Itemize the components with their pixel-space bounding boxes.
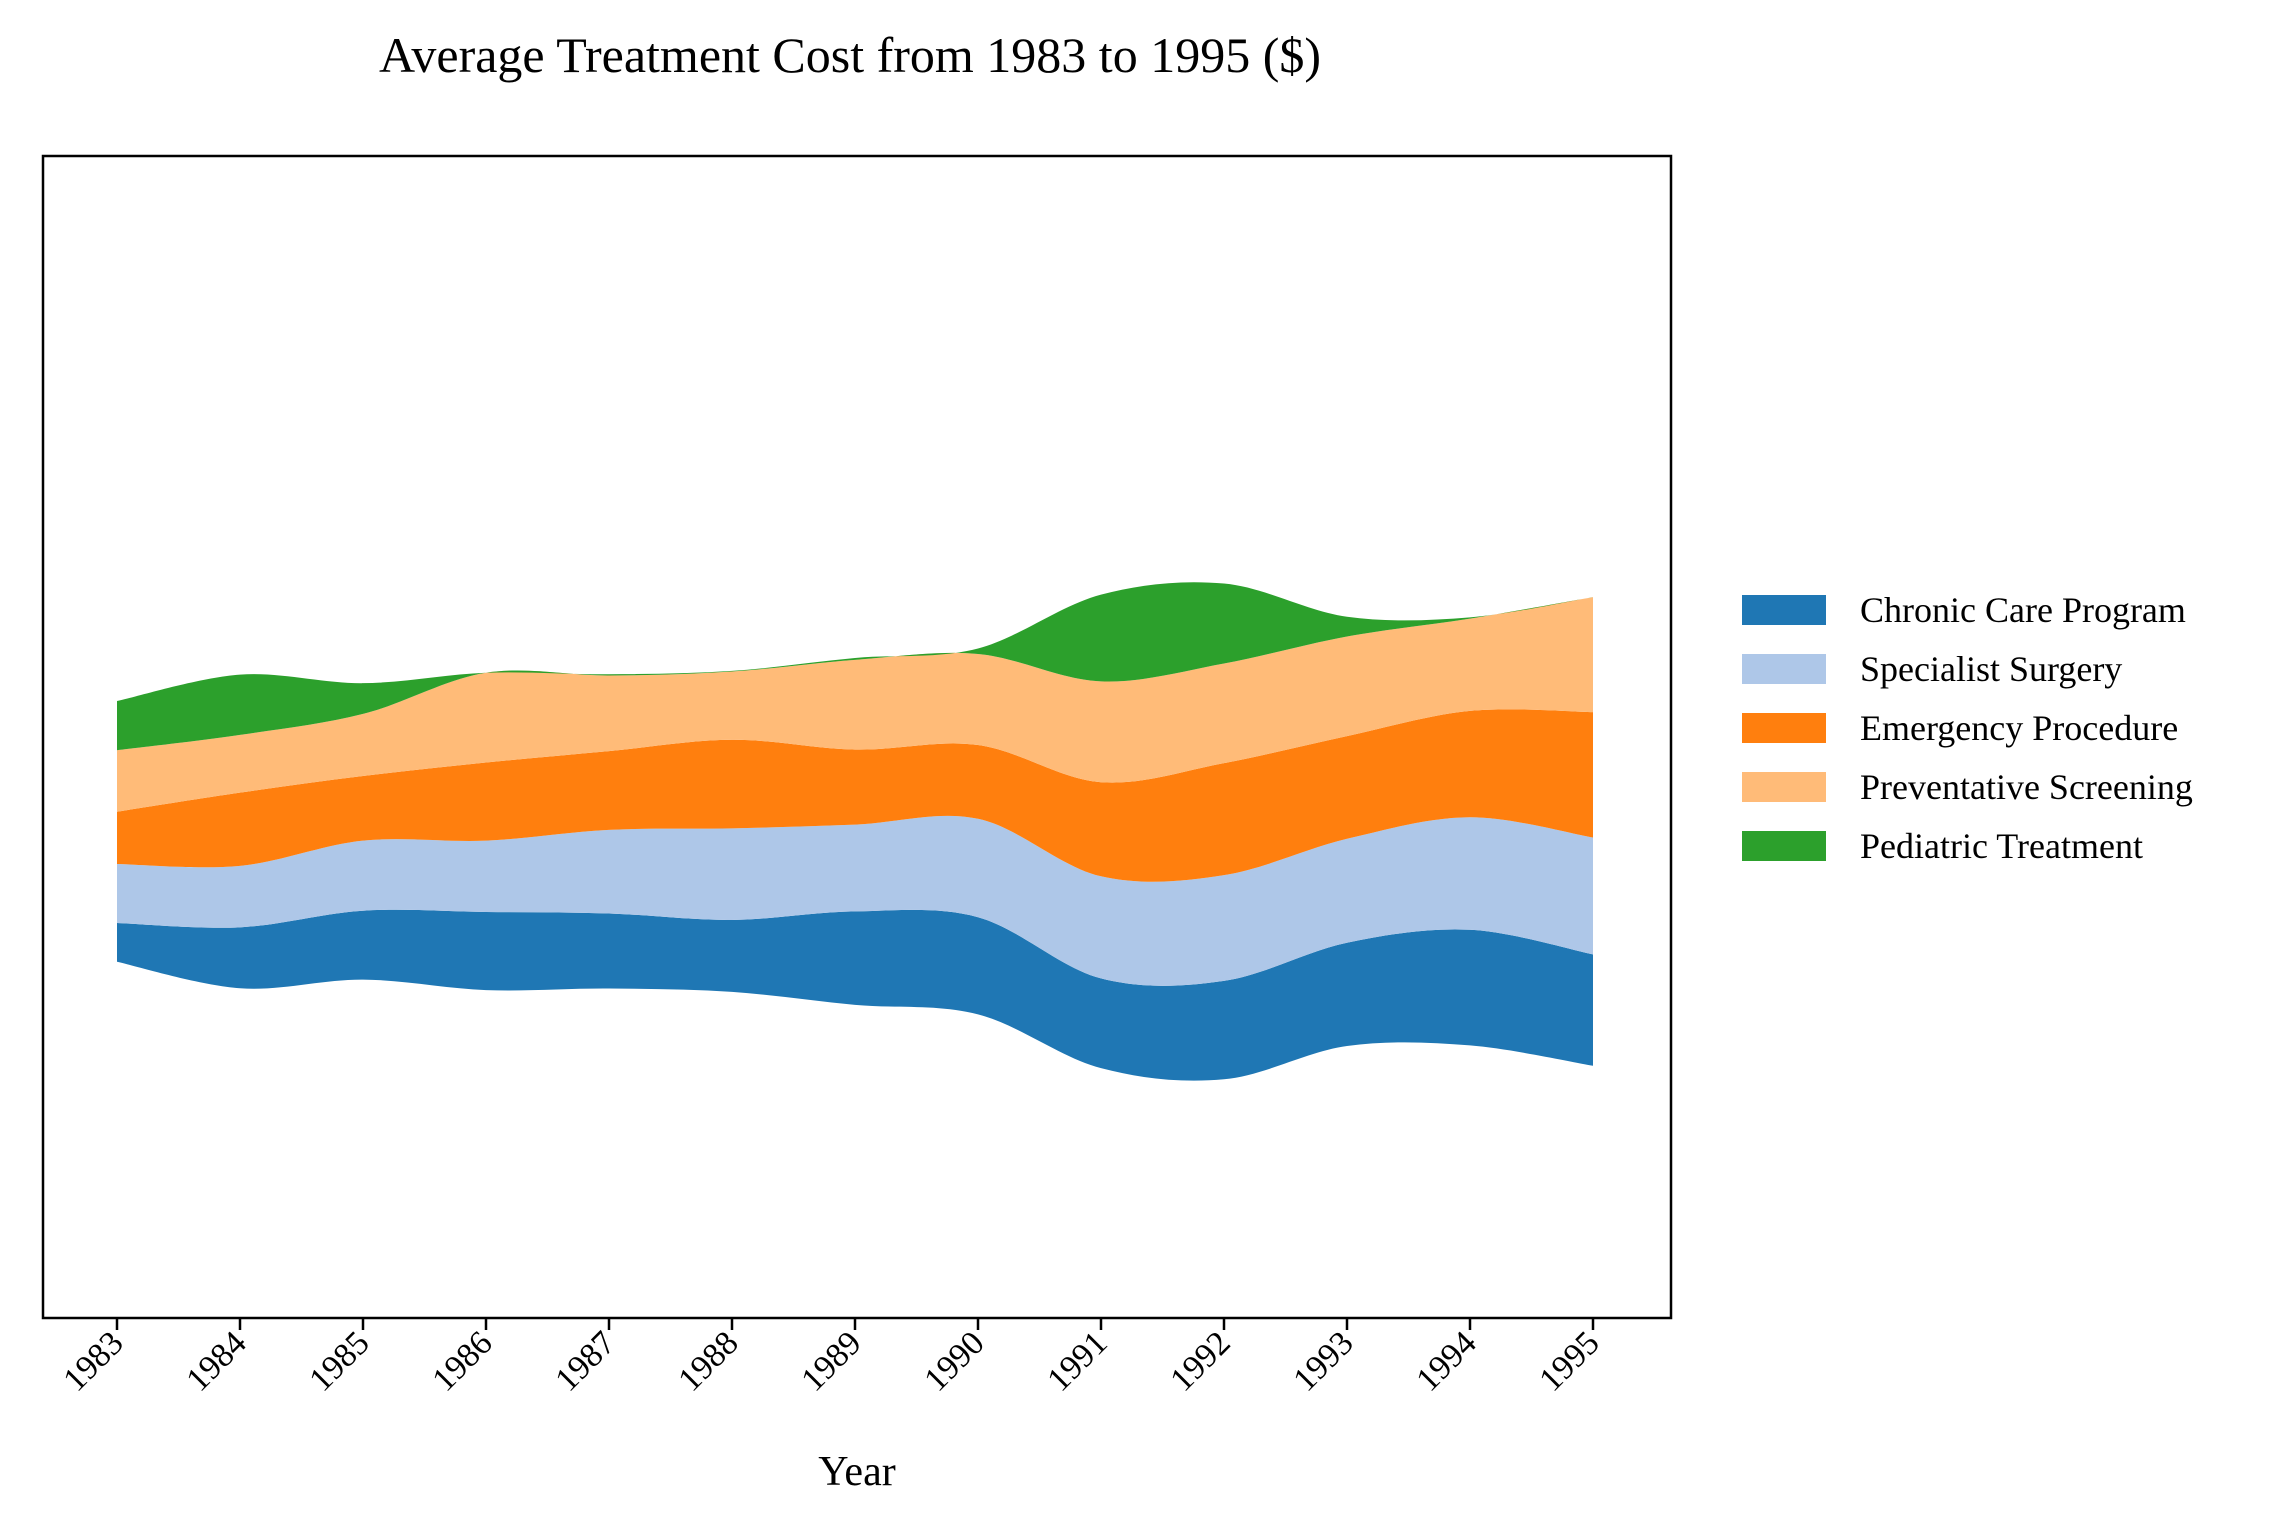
x-tick-label: 1991 [1040,1324,1114,1398]
x-tick-label: 1992 [1163,1324,1237,1398]
stream-area-preventative-screening [117,597,1593,812]
stream-area-pediatric-treatment [117,582,1593,751]
legend-label: Chronic Care Program [1860,590,2186,630]
x-tick-label: 1994 [1409,1324,1483,1398]
x-tick-label: 1987 [548,1324,622,1398]
stream-areas [117,582,1593,1081]
legend: Chronic Care Program Specialist Surgery Em… [1742,590,2193,866]
legend-label: Emergency Procedure [1860,708,2178,748]
legend-label: Specialist Surgery [1860,649,2122,689]
legend-label: Pediatric Treatment [1860,826,2143,866]
stream-area-specialist-surgery [117,815,1593,986]
stream-area-chronic-care-program [117,909,1593,1081]
x-tick-label: 1990 [917,1324,991,1398]
x-tick-label: 1988 [671,1324,745,1398]
legend-label: Preventative Screening [1860,767,2193,807]
chart-title: Average Treatment Cost from 1983 to 1995… [379,27,1321,83]
legend-swatch [1742,713,1826,743]
legend-swatch [1742,831,1826,861]
x-axis-ticks: 1983 1984 1985 1986 1987 1988 1989 1990 1991 1992… [56,1318,1607,1399]
legend-swatch [1742,595,1826,625]
x-tick-label: 1985 [302,1324,376,1398]
legend-swatch [1742,772,1826,802]
legend-swatch [1742,654,1826,684]
x-tick-label: 1989 [794,1324,868,1398]
x-axis-label: Year [818,1449,895,1495]
x-tick-label: 1983 [56,1324,130,1398]
x-tick-label: 1984 [179,1324,253,1398]
x-tick-label: 1995 [1532,1324,1606,1398]
plot-frame [41,154,1673,1320]
stream-area-emergency-procedure [117,709,1593,882]
x-tick-label: 1986 [425,1324,499,1398]
x-tick-label: 1993 [1286,1324,1360,1398]
